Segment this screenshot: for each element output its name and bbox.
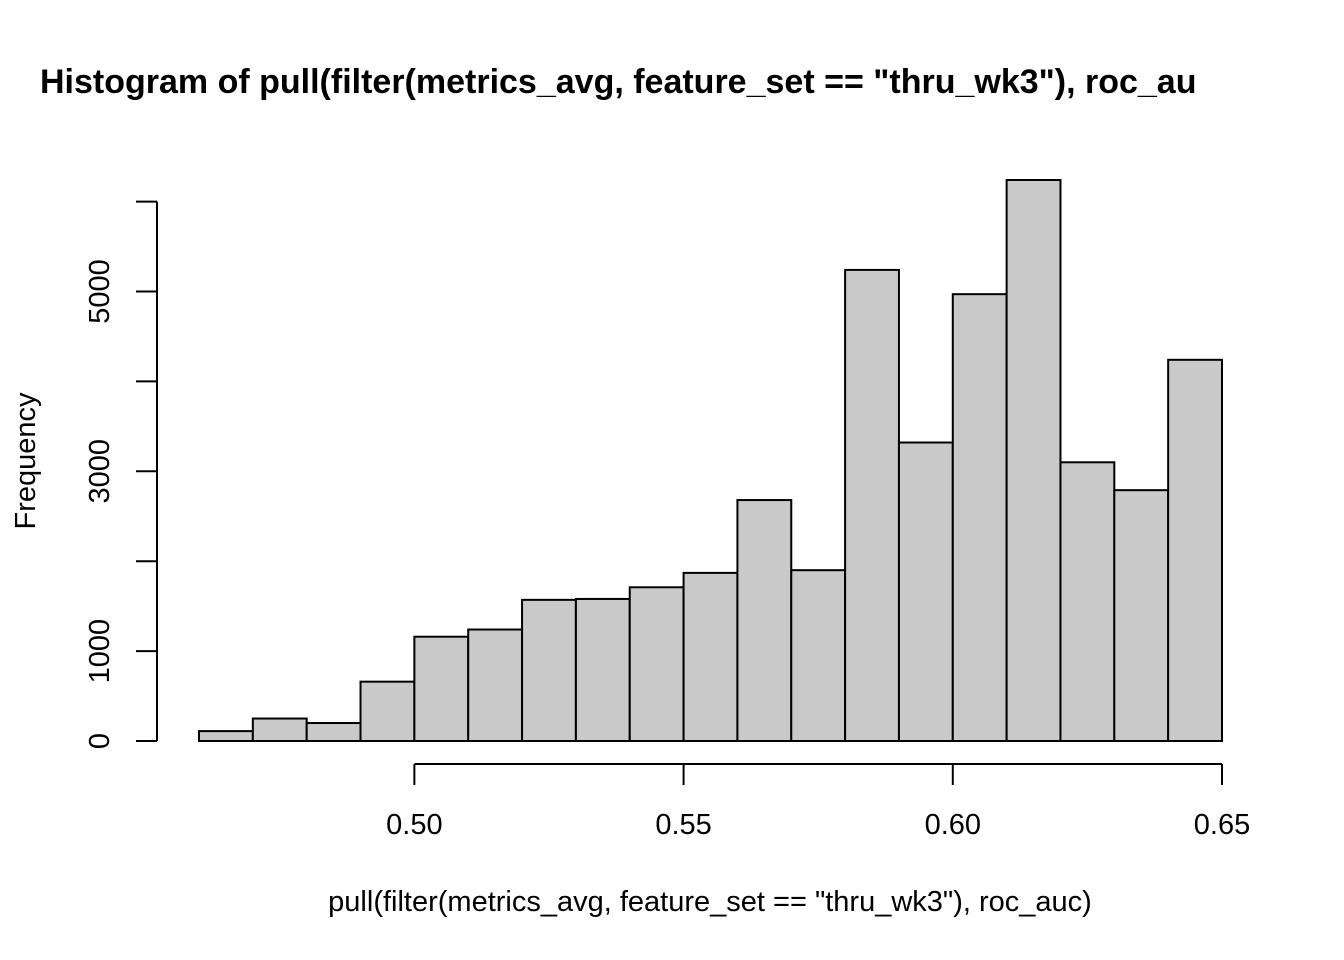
histogram-bar [251, 717, 308, 743]
histogram-bar [844, 268, 900, 742]
histogram-bar [467, 628, 524, 742]
histogram-bar [628, 586, 685, 742]
histogram-bar [1167, 358, 1223, 742]
y-tick-label: 0 [84, 733, 116, 749]
histogram-bar [521, 598, 577, 742]
y-tick-label: 1000 [84, 619, 116, 684]
histogram-bar [682, 571, 739, 743]
histogram-bar [897, 441, 954, 742]
x-tick-label: 0.60 [925, 809, 981, 841]
histogram-bar [790, 569, 847, 742]
histogram-bar [305, 722, 362, 742]
chart-title: Histogram of pull(filter(metrics_avg, fe… [40, 63, 1196, 101]
histogram-bar [574, 597, 631, 742]
y-tick-label: 5000 [84, 259, 116, 324]
histogram-bar [1059, 461, 1116, 742]
x-tick-label: 0.55 [655, 809, 711, 841]
histogram-bar [359, 680, 416, 742]
histogram-bar [951, 293, 1008, 742]
x-axis: 0.50 0.55 0.60 0.65 [386, 763, 1250, 841]
histogram-bar [198, 730, 254, 743]
histogram-bar [413, 635, 470, 743]
y-tick-label: 3000 [84, 439, 116, 504]
x-tick-label: 0.50 [386, 809, 442, 841]
histogram-bar [1005, 179, 1062, 742]
x-tick-label: 0.65 [1194, 809, 1250, 841]
bars-group [198, 179, 1223, 743]
y-axis: 0 1000 3000 5000 [84, 200, 158, 749]
histogram-bar [1113, 489, 1170, 742]
y-axis-label: Frequency [10, 392, 42, 530]
x-axis-label: pull(filter(metrics_avg, feature_set == … [328, 886, 1092, 918]
histogram-bar [736, 499, 793, 742]
